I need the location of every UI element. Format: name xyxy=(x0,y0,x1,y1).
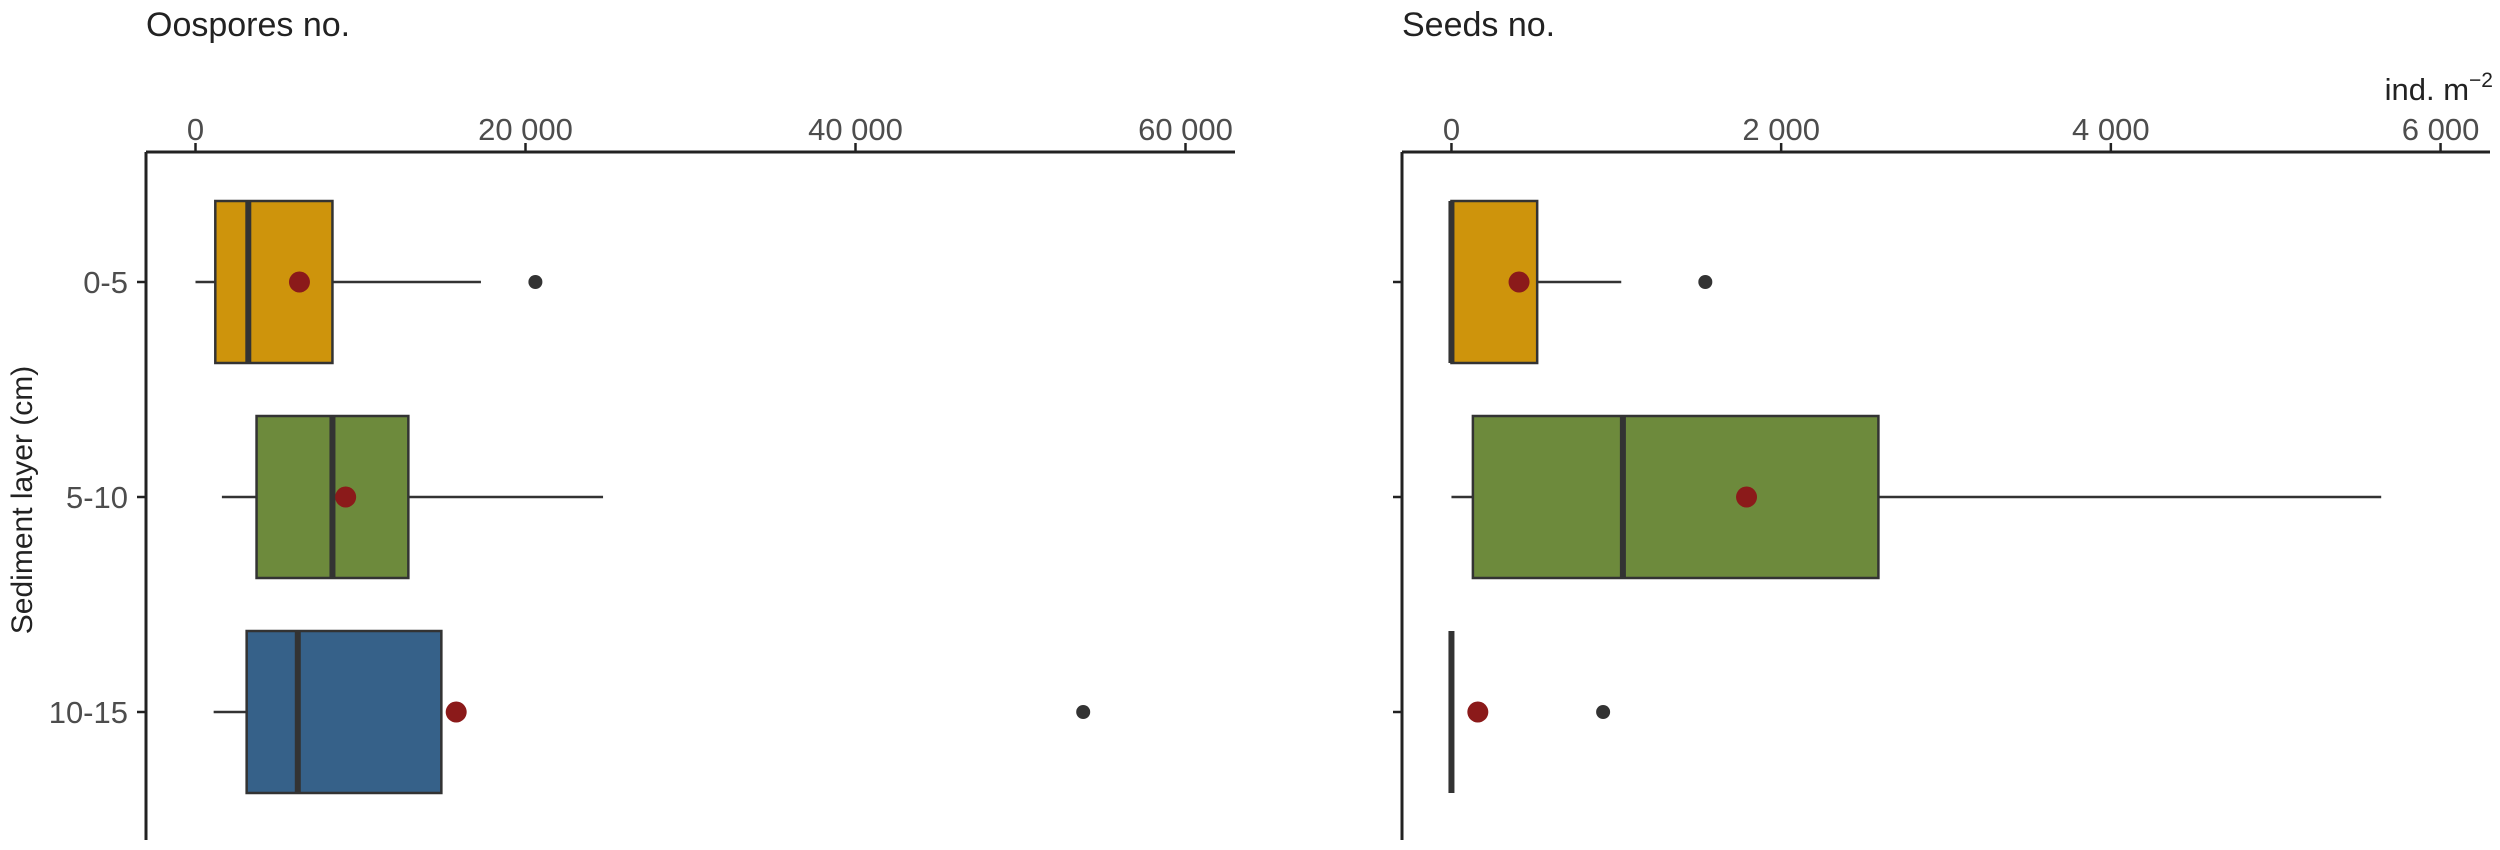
seeds-box-5-10 xyxy=(1471,414,1880,580)
oospores-panel-title: Oospores no. xyxy=(146,6,350,44)
oospores-x-tick-label: 0 xyxy=(187,112,204,147)
y-tick-label: 5-10 xyxy=(66,480,128,515)
y-axis-title: Sediment layer (cm) xyxy=(6,366,39,634)
unit-label: ind. m−2 xyxy=(2385,69,2493,107)
oospores-x-tick-label: 20 000 xyxy=(478,112,573,147)
oospores-outlier-point xyxy=(1076,705,1091,719)
oospores-x-tick-label: 60 000 xyxy=(1138,112,1233,147)
oospores-box-10-15 xyxy=(245,629,443,795)
oospores-mean-point-10-15 xyxy=(445,701,467,723)
y-tick-label: 10-15 xyxy=(49,695,128,730)
seeds-mean-point-0-5 xyxy=(1508,271,1530,293)
seeds-mean-point-10-15 xyxy=(1467,701,1489,723)
seeds-mean-point-5-10 xyxy=(1736,486,1758,508)
y-tick-label: 0-5 xyxy=(83,265,128,300)
oospores-outlier-point xyxy=(528,275,543,289)
oospores-x-tick-label: 40 000 xyxy=(808,112,903,147)
seeds-outlier-point xyxy=(1698,275,1713,289)
seeds-x-tick-label: 0 xyxy=(1443,112,1460,147)
seeds-x-tick-label: 6 000 xyxy=(2402,112,2480,147)
oospores-box-0-5 xyxy=(214,199,334,365)
seeds-x-tick-label: 4 000 xyxy=(2072,112,2150,147)
seeds-x-tick-label: 2 000 xyxy=(1742,112,1820,147)
seeds-outlier-point xyxy=(1596,705,1611,719)
oospores-mean-point-0-5 xyxy=(288,271,310,293)
seeds-panel-title: Seeds no. xyxy=(1402,6,1555,44)
oospores-mean-point-5-10 xyxy=(335,486,357,508)
